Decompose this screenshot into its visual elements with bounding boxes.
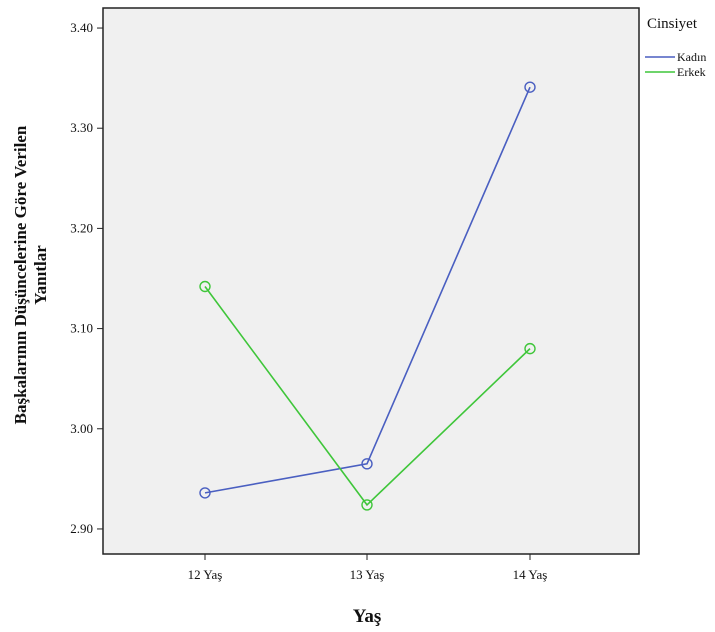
y-tick-label: 3.10	[70, 321, 93, 336]
data-point	[524, 81, 536, 93]
legend-entry: Kadın	[677, 50, 706, 64]
x-tick-label: 13 Yaş	[350, 567, 385, 582]
series-kadın	[199, 81, 536, 499]
legend-entry: Erkek	[677, 65, 706, 79]
x-tick-label: 12 Yaş	[188, 567, 223, 582]
plot-area	[102, 7, 640, 555]
series-layer	[199, 81, 536, 511]
data-point	[361, 458, 373, 470]
legend-title: Cinsiyet	[647, 16, 698, 32]
y-tick-label: 3.40	[70, 20, 93, 35]
series-line	[204, 286, 531, 507]
series-line	[204, 86, 531, 494]
series-erkek	[199, 280, 536, 511]
data-point	[199, 280, 211, 293]
data-point	[524, 342, 536, 355]
data-point	[199, 487, 211, 499]
y-axis-title-line-2: Yanıtlar	[31, 245, 50, 305]
y-tick-label: 2.90	[70, 521, 93, 536]
y-tick-label: 3.30	[70, 120, 93, 135]
y-tick-label: 3.00	[70, 421, 93, 436]
x-axis: 12 Yaş 13 Yaş 14 Yaş	[188, 554, 548, 582]
x-axis-title: Yaş	[353, 606, 382, 627]
x-tick-label: 14 Yaş	[513, 567, 548, 582]
y-axis: 2.90 3.00 3.10 3.20 3.30 3.40	[70, 20, 103, 536]
y-axis-title-line-1: Başkalarının Düşüncelerine Göre Verilen	[11, 125, 30, 424]
data-point	[361, 499, 373, 511]
y-tick-label: 3.20	[70, 220, 93, 235]
